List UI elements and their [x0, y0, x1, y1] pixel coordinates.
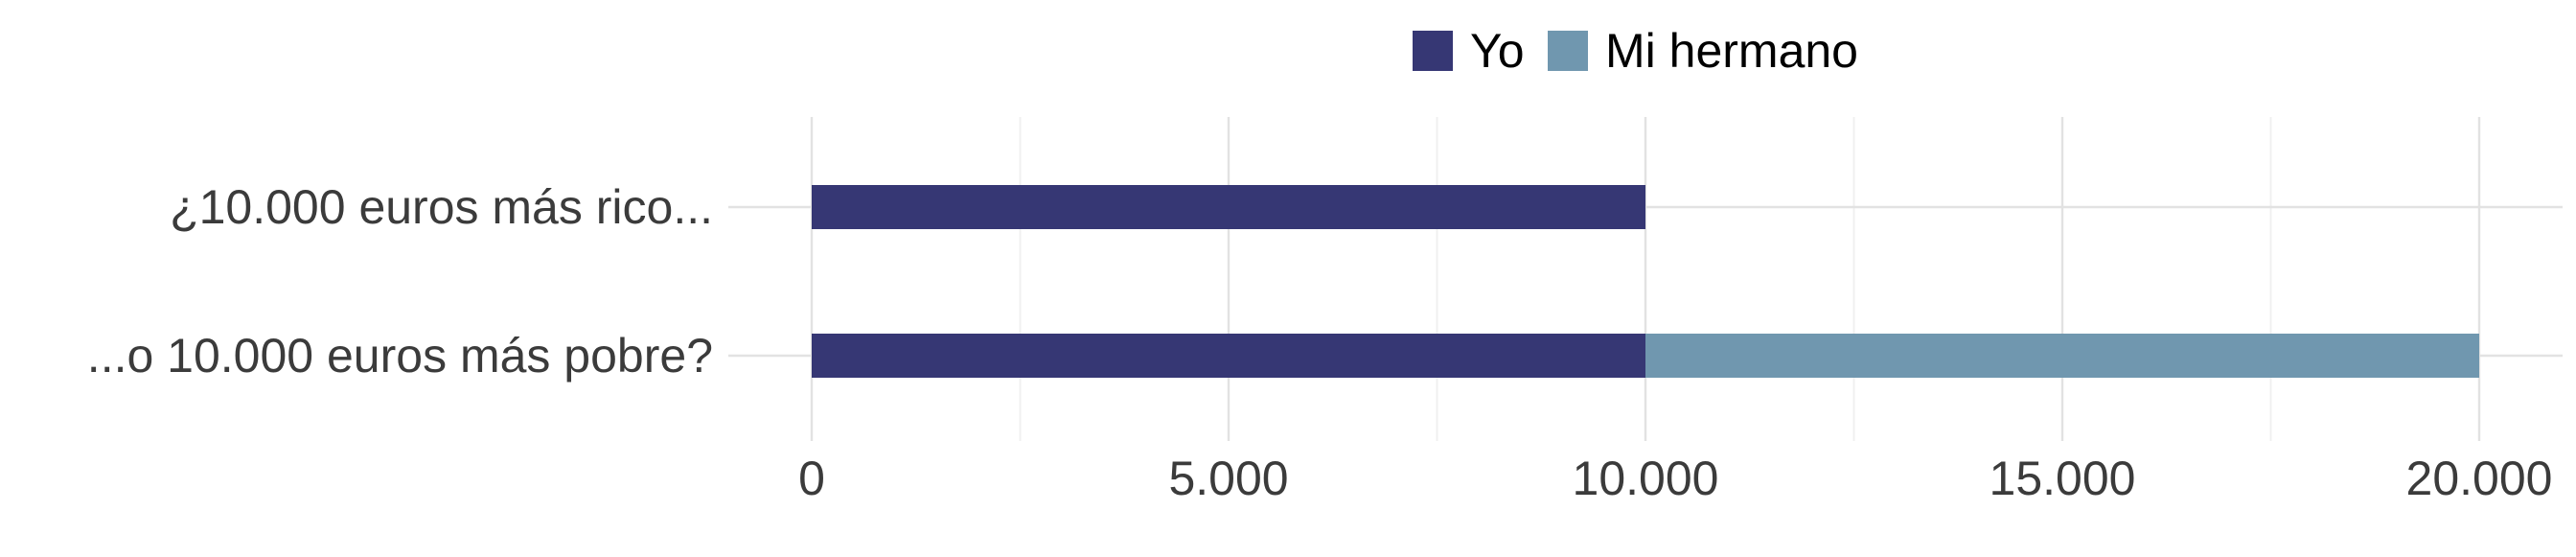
- legend-label-mi-hermano: Mi hermano: [1605, 24, 1858, 78]
- legend-swatch-mi-hermano: [1548, 31, 1588, 71]
- plot-area: ¿10.000 euros más rico... ...o 10.000 eur…: [87, 117, 2563, 505]
- category-label: ...o 10.000 euros más pobre?: [87, 329, 713, 383]
- legend: Yo Mi hermano: [1413, 24, 1858, 78]
- bar-mi-hermano-1: [1645, 334, 2479, 378]
- bar-yo-0: [812, 185, 1645, 229]
- x-tick-label: 20.000: [2406, 452, 2553, 505]
- legend-swatch-yo: [1413, 31, 1453, 71]
- legend-label-yo: Yo: [1470, 24, 1525, 78]
- bar-yo-1: [812, 334, 1645, 378]
- x-tick-label: 15.000: [1990, 452, 2136, 505]
- x-tick-label: 0: [798, 452, 825, 505]
- x-tick-label: 10.000: [1573, 452, 1719, 505]
- category-label: ¿10.000 euros más rico...: [170, 180, 713, 234]
- x-tick-label: 5.000: [1168, 452, 1288, 505]
